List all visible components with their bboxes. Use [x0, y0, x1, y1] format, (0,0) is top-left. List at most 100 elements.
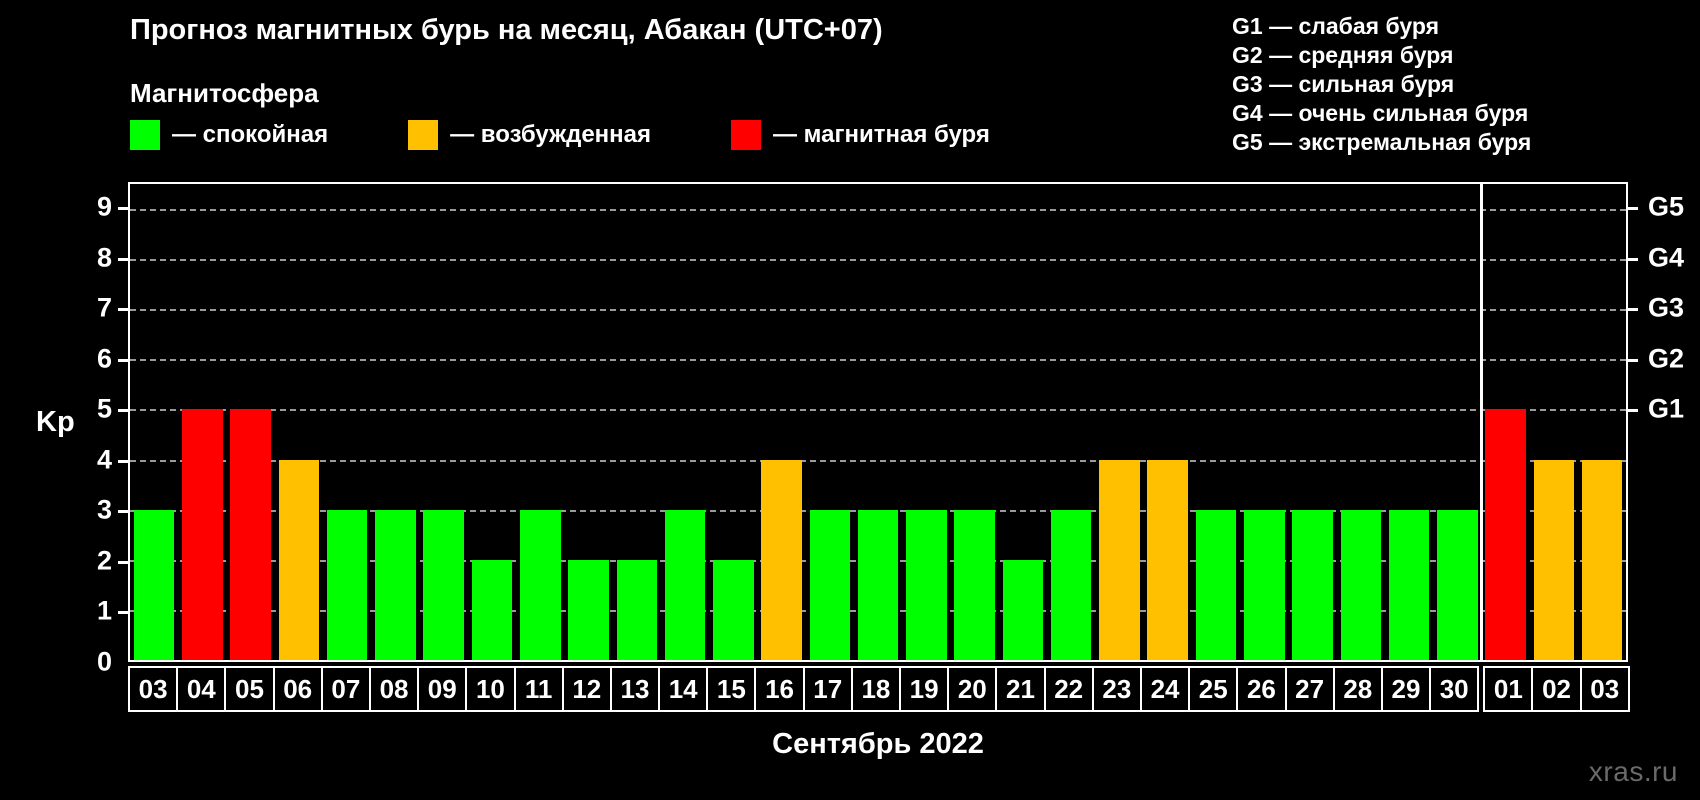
bar-slot [854, 184, 902, 660]
bar-09-kp3 [423, 509, 464, 660]
g-legend-row-3: G3 — сильная буря [1232, 71, 1455, 97]
date-label-text: 23 [1102, 673, 1132, 704]
y-axis-title-label: Kp [36, 405, 75, 438]
bar-08-kp3 [375, 509, 416, 660]
g-tick-mark-g5 [1628, 207, 1638, 211]
bar-slot [420, 184, 468, 660]
bar-slot [275, 184, 323, 660]
y-tick-label-2: 2 [96, 545, 112, 576]
y-tick-mark-4 [118, 459, 128, 463]
bar-slot [757, 184, 805, 660]
date-label-text: 08 [379, 673, 409, 704]
date-label-text: 17 [813, 673, 843, 704]
bar-slot [902, 184, 950, 660]
bar-19-kp3 [906, 509, 947, 660]
gridline-kp-7 [130, 309, 1626, 312]
y-axis-title: Kp [36, 182, 75, 662]
date-label-28-25: 28 [1332, 666, 1383, 712]
bar-27-kp3 [1292, 509, 1333, 660]
date-label-21-18: 21 [995, 666, 1046, 712]
bar-slot [1192, 184, 1240, 660]
bar-slot [1433, 184, 1481, 660]
date-label-18-15: 18 [850, 666, 901, 712]
g-scale-axis: G5 G4 G3 G2 G1 [1628, 182, 1698, 662]
y-tick-label-1: 1 [96, 595, 112, 626]
bar-22-kp3 [1050, 509, 1092, 660]
bar-slot [1288, 184, 1336, 660]
date-label-text: 24 [1150, 673, 1180, 704]
date-label-07-4: 07 [320, 666, 371, 712]
gridline-kp-5 [130, 409, 1626, 412]
bar-slot [323, 184, 371, 660]
gridline-kp-4 [130, 459, 1626, 462]
date-label-03-30: 03 [1579, 666, 1630, 712]
date-label-text: 04 [186, 673, 216, 704]
bar-02-kp4 [1533, 459, 1575, 660]
watermark: xras.ru [1588, 756, 1678, 787]
y-tick-mark-9 [118, 207, 128, 211]
g-tick-label-g1: G1 [1648, 393, 1685, 424]
g-legend-row-1: G1 — слабая буря [1232, 13, 1440, 39]
legend-label-unsettled: — возбужденная [450, 121, 652, 148]
date-label-04-1: 04 [176, 666, 227, 712]
g-scale-legend: G1 — слабая буря G2 — средняя буря G3 — си… [1232, 12, 1531, 157]
y-tick-mark-8 [118, 257, 128, 261]
bar-24-kp4 [1147, 459, 1188, 660]
date-label-text: 09 [427, 673, 457, 704]
date-label-27-24: 27 [1284, 666, 1335, 712]
date-label-text: 25 [1198, 673, 1228, 704]
y-tick-mark-5 [118, 409, 128, 413]
y-tick-label-4: 4 [96, 444, 112, 475]
g-legend-row-4: G4 — очень сильная буря [1232, 100, 1529, 126]
forecast-separator-line [1479, 184, 1483, 660]
date-label-text: 20 [957, 673, 987, 704]
date-label-text: 16 [765, 673, 794, 704]
date-label-03-0: 03 [128, 666, 179, 712]
page-title: Прогноз магнитных бурь на месяц, Абакан … [130, 14, 883, 46]
date-label-text: 21 [1006, 673, 1035, 704]
bar-slot [1578, 184, 1626, 660]
date-label-24-21: 24 [1139, 666, 1191, 712]
date-label-02-29: 02 [1531, 666, 1582, 712]
date-label-text: 22 [1054, 673, 1084, 704]
g-legend-row-2: G2 — средняя буря [1232, 42, 1454, 68]
date-label-text: 14 [668, 673, 698, 704]
date-label-14-11: 14 [658, 666, 709, 712]
legend-item-storm: — магнитная буря [731, 120, 990, 150]
bar-slot [516, 184, 564, 660]
month-caption: Сентябрь 2022 [772, 728, 984, 760]
bar-slot [1144, 184, 1192, 660]
date-label-05-2: 05 [224, 666, 275, 712]
date-label-text: 12 [572, 673, 602, 704]
y-tick-label-5: 5 [96, 393, 112, 424]
bar-slot [468, 184, 516, 660]
date-axis-labels: 03 04 05 06 07 08 09 10 11 12 13 14 15 16 17 18 19 20 21 22… [128, 666, 1630, 712]
date-label-text: 10 [475, 673, 505, 704]
date-label-text: 15 [716, 673, 746, 704]
bar-slot [564, 184, 612, 660]
date-label-text: 26 [1246, 673, 1276, 704]
date-label-23-20: 23 [1091, 666, 1142, 712]
date-label-16-13: 16 [754, 666, 805, 712]
bar-07-kp3 [326, 509, 368, 660]
legend-swatch-calm [130, 120, 160, 150]
date-label-10-7: 10 [465, 666, 516, 712]
bar-slot [1240, 184, 1288, 660]
plot-inner [130, 184, 1626, 660]
date-label-25-22: 25 [1188, 666, 1239, 712]
y-tick-mark-1 [118, 611, 128, 615]
bar-14-kp3 [664, 509, 706, 660]
bar-11-kp3 [519, 509, 561, 660]
date-label-text: 02 [1542, 673, 1571, 704]
bar-slot [1095, 184, 1143, 660]
date-label-30-27: 30 [1429, 666, 1480, 712]
date-label-text: 03 [138, 673, 168, 704]
bar-17-kp3 [809, 509, 851, 660]
bar-slot [227, 184, 275, 660]
bar-21-kp2 [1002, 559, 1044, 660]
bar-25-kp3 [1195, 509, 1237, 660]
g-tick-label-g5: G5 [1648, 191, 1685, 222]
date-label-text: 05 [235, 673, 264, 704]
bar-10-kp2 [471, 559, 513, 660]
bar-03-kp3 [133, 509, 175, 660]
